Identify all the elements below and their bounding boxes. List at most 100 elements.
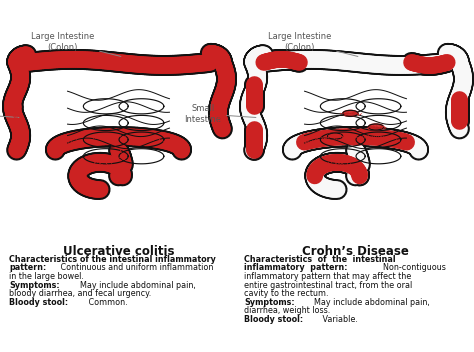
Point xyxy=(84,182,91,188)
Point xyxy=(456,103,464,109)
Point xyxy=(260,59,267,65)
Point xyxy=(13,64,21,69)
Point xyxy=(201,62,208,68)
Point xyxy=(116,59,123,64)
Point xyxy=(271,59,278,64)
Point xyxy=(252,84,259,90)
Point xyxy=(117,147,124,153)
Point xyxy=(212,109,220,115)
Point xyxy=(421,62,429,68)
Point xyxy=(74,56,82,62)
Point xyxy=(201,60,209,66)
Point xyxy=(296,61,303,67)
Point xyxy=(13,123,21,128)
Point xyxy=(76,180,84,185)
Point xyxy=(53,144,61,150)
Point xyxy=(290,58,298,64)
Point xyxy=(297,59,304,64)
Point xyxy=(260,58,267,64)
Point xyxy=(16,56,23,61)
Point xyxy=(21,54,29,59)
Point xyxy=(81,57,89,62)
Point xyxy=(224,73,231,78)
Point xyxy=(95,160,103,165)
Point xyxy=(82,185,90,190)
Point xyxy=(15,56,22,61)
Point xyxy=(339,132,346,138)
Point xyxy=(250,136,258,142)
Point xyxy=(331,159,338,165)
Point xyxy=(12,109,20,115)
Point xyxy=(321,161,328,166)
Point xyxy=(180,147,187,152)
Point xyxy=(347,110,355,115)
Point xyxy=(261,59,269,65)
Point xyxy=(346,162,354,168)
Point xyxy=(250,142,258,147)
Point xyxy=(166,140,173,146)
Point xyxy=(53,145,60,151)
Point xyxy=(375,124,383,130)
Point xyxy=(455,117,463,122)
Point xyxy=(437,62,444,67)
Point xyxy=(455,114,463,120)
Text: pattern:: pattern: xyxy=(9,263,47,272)
Point xyxy=(351,110,358,116)
Point xyxy=(454,115,461,121)
Point xyxy=(118,161,126,166)
Point xyxy=(11,108,19,114)
Point xyxy=(40,57,48,63)
Point xyxy=(76,170,84,176)
Point xyxy=(219,90,227,95)
Point xyxy=(456,117,464,122)
Point xyxy=(219,93,227,99)
Point xyxy=(293,58,301,63)
Point xyxy=(13,114,21,120)
Point xyxy=(251,90,259,96)
Point xyxy=(118,58,126,64)
Point xyxy=(353,112,361,117)
Point xyxy=(90,161,98,166)
Point xyxy=(438,61,446,67)
Point xyxy=(164,63,172,68)
Point xyxy=(140,61,147,66)
Point xyxy=(116,166,123,172)
Point xyxy=(74,57,82,63)
Point xyxy=(17,53,25,58)
Point xyxy=(21,51,29,57)
Point xyxy=(458,106,465,111)
Point xyxy=(155,62,162,67)
Point xyxy=(301,139,309,145)
Text: Non-contiguous: Non-contiguous xyxy=(378,263,446,272)
Point xyxy=(9,107,17,112)
Point xyxy=(251,140,259,146)
Point xyxy=(366,134,374,140)
Point xyxy=(120,60,128,66)
Point xyxy=(276,55,284,61)
Point xyxy=(252,132,259,138)
Point xyxy=(326,134,334,139)
Point xyxy=(25,59,32,65)
Point xyxy=(249,140,256,145)
Point xyxy=(219,123,227,129)
Point xyxy=(204,61,212,67)
Point xyxy=(117,165,124,171)
Point xyxy=(204,62,212,67)
Point xyxy=(367,125,375,131)
Point xyxy=(213,52,220,58)
Point xyxy=(17,127,24,133)
Text: diarrhea, weight loss.: diarrhea, weight loss. xyxy=(244,306,330,315)
Point xyxy=(93,133,100,139)
Point xyxy=(218,63,225,68)
Point xyxy=(440,59,448,65)
Point xyxy=(11,60,19,65)
Point xyxy=(11,104,18,109)
Point xyxy=(249,93,257,98)
Point xyxy=(436,62,443,67)
Point xyxy=(419,62,426,68)
Point xyxy=(336,132,343,138)
Point xyxy=(251,143,258,149)
Point xyxy=(364,135,372,141)
Point xyxy=(12,113,19,119)
Point xyxy=(364,126,371,132)
